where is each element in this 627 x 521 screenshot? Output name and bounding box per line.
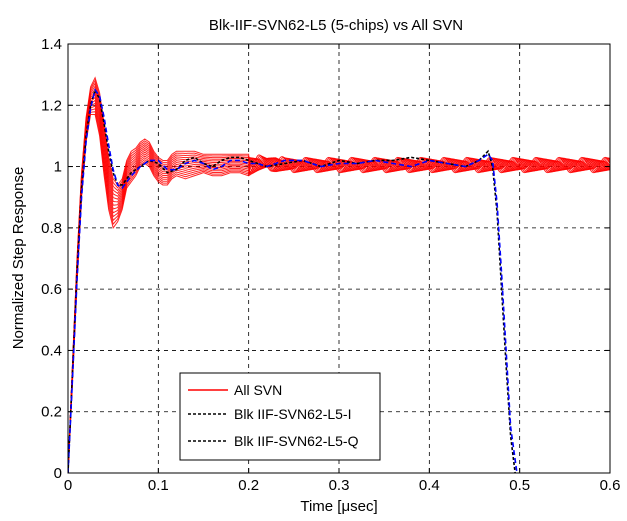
y-tick-label: 0.6 (41, 281, 62, 298)
series-all-svn-trace (68, 79, 610, 473)
x-tick-label: 0.6 (600, 477, 621, 494)
y-tick-label: 0.8 (41, 220, 62, 237)
x-axis-label: Time [μsec] (300, 498, 377, 515)
y-axis-label: Normalized Step Response (10, 167, 27, 350)
x-tick-label: 0.1 (148, 477, 169, 494)
legend: All SVN Blk IIF-SVN62-L5-I Blk IIF-SVN62… (179, 372, 381, 461)
x-tick-label: 0 (64, 477, 72, 494)
series-all-svn-trace (68, 105, 610, 473)
legend-box (179, 372, 381, 461)
y-tick-label: 0.4 (41, 342, 62, 359)
x-tick-label: 0.5 (509, 477, 530, 494)
x-tick-label: 0.4 (419, 477, 440, 494)
series-layer (68, 76, 610, 473)
y-tick-label: 0.2 (41, 404, 62, 421)
legend-label-l5-i: Blk IIF-SVN62-L5-I (234, 406, 351, 422)
series-l5-q-line (68, 88, 518, 473)
x-tick-label: 0.3 (329, 477, 350, 494)
legend-label-all-svn: All SVN (234, 382, 282, 398)
series-all-svn-trace (68, 76, 610, 473)
chart-title: Blk-IIF-SVN62-L5 (5-chips) vs All SVN (209, 17, 463, 34)
x-tick-label: 0.2 (238, 477, 259, 494)
y-tick-label: 1 (54, 159, 62, 176)
legend-label-l5-q: Blk IIF-SVN62-L5-Q (234, 433, 359, 449)
y-tick-label: 1.2 (41, 97, 62, 114)
y-tick-label: 1.4 (41, 36, 62, 53)
axis-ticks: 0 0.1 0.2 0.3 0.4 0.5 0.6 0 0.2 0.4 0.6 0.8 1 1.2 1.4 (41, 36, 620, 494)
y-tick-label: 0 (54, 465, 62, 482)
